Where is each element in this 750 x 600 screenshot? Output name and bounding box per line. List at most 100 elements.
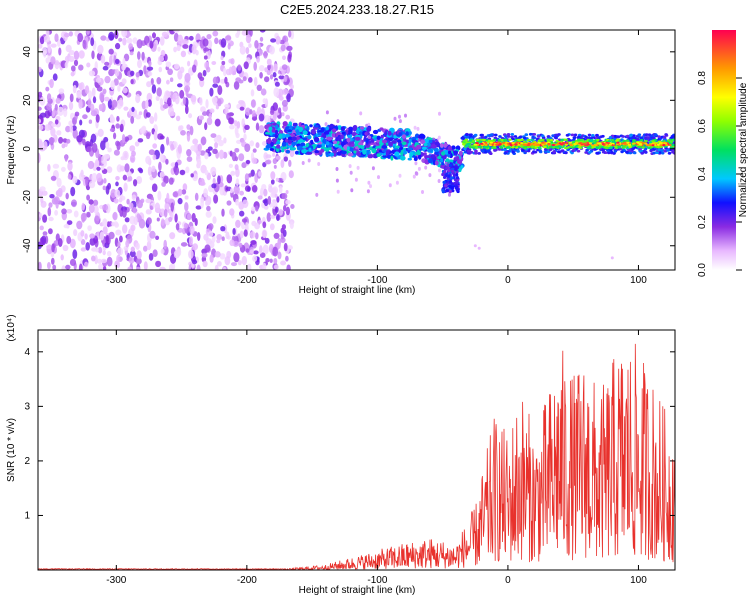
spectrogram-cell [376,153,381,158]
spectrogram-cell [212,148,218,154]
spectrogram-cell [67,174,72,180]
spectrogram-cell [270,179,275,185]
spectrogram-cell [320,127,325,133]
spectrogram-cell [503,148,507,152]
spectrogram-cell [555,133,559,137]
spectrogram-cell [203,55,208,60]
spectrogram-cell [273,264,279,270]
spectrogram-cell [240,183,246,188]
spectrogram-cell [306,151,313,155]
spectrogram-cell [244,143,251,152]
spectrogram-cell [266,212,271,223]
spectrogram-cell [276,196,280,203]
spectrogram-cell [483,150,488,154]
spectrogram-cell [149,230,156,239]
spectrogram-cell [129,154,136,163]
spectrogram-cell [282,146,287,150]
spectrogram-cell [511,146,515,149]
x-tick-label: -300 [106,575,126,586]
spectrogram-cell [118,197,123,203]
spectrogram-cell [302,137,307,141]
spectrogram-cell [537,135,541,138]
spectrogram-cell [273,258,278,265]
spectrogram-cell [38,153,41,163]
spectrogram-cell [245,47,250,55]
spectrogram-cell [322,133,327,139]
spectrogram-cell [274,133,279,139]
spectrogram-cell [276,214,280,221]
spectrogram-cell [564,146,569,150]
spectrogram-cell [122,37,127,46]
spectrogram-cell [186,124,191,130]
spectrogram-cell [86,30,90,35]
spectrogram-cell [145,99,149,109]
spectrogram-cell [364,132,368,136]
spectrogram-cell [274,193,278,198]
spectrogram-cell [73,59,79,67]
spectrogram-cell [80,247,87,252]
spectrogram-cell [259,65,265,72]
spectrogram-cell [104,75,111,84]
spectrogram-cell [126,37,133,44]
spectrogram-cell [481,149,485,153]
spectrogram-cell [558,142,562,145]
y-tick-label: -40 [22,238,33,253]
spectrogram-cell [281,192,288,200]
spectrogram-cell [221,208,225,217]
spectrogram-cell [159,266,166,270]
spectrogram-cell [100,155,107,165]
spectrogram-cell [497,148,502,151]
spectrogram-cell [480,136,485,139]
spectrogram-cell [214,264,219,270]
spectrogram-cell [662,144,666,146]
spectrogram-cell [549,139,554,142]
spectrogram-cell [447,145,453,151]
spectrogram-cell [52,264,57,270]
spectrogram-cell [274,81,280,87]
spectrogram-cell [155,260,162,268]
spectrogram-cell [458,150,463,156]
spectrogram-cell [335,137,339,142]
spectrogram-cell [251,185,258,193]
spectrogram-cell [197,143,202,152]
spectrogram-cell [610,138,615,142]
spectrogram-cell [119,123,124,133]
spectrogram-cell [206,117,213,126]
spectrogram-cell [589,139,594,142]
spectrogram-cell [199,76,205,82]
spectrogram-cell [195,205,202,210]
y-tick-label: 0 [22,146,33,152]
spectrogram-cell [163,175,169,184]
spectrogram-cell [69,258,77,266]
spectrogram-cell [67,220,73,226]
spectrogram-cell [280,260,287,266]
spectrogram-cell [588,151,592,154]
spectrogram-cell [118,97,124,107]
spectrogram-cell [493,149,497,152]
spectrogram-cell [443,142,448,148]
spectrogram-cell [228,66,232,76]
spectrogram-cell [216,238,221,244]
spectrogram-cell [129,250,136,258]
spectrogram-cell [570,133,575,137]
spectrogram-cell [336,119,340,124]
spectrogram-cell [38,261,42,270]
spectrogram-cell [214,251,221,258]
spectrogram-cell [95,77,102,83]
spectrogram-cell [165,61,172,68]
spectrogram-cell [233,185,240,195]
spectrogram-cell [229,239,235,247]
spectrogram-cell [99,92,105,102]
spectrogram-cell [155,95,160,101]
spectrogram-cell [362,150,367,155]
spectrogram-cell [100,258,108,264]
spectrogram-cell [401,141,407,146]
spectrogram-cell [137,59,142,69]
spectrogram-cell [423,142,428,147]
spectrogram-cell [373,137,378,142]
spectrogram-cell [127,266,132,270]
spectrogram-cell [96,258,102,264]
spectrogram-cell [289,221,294,229]
spectrogram-cell [90,110,98,117]
spectrogram-cell [292,122,297,127]
